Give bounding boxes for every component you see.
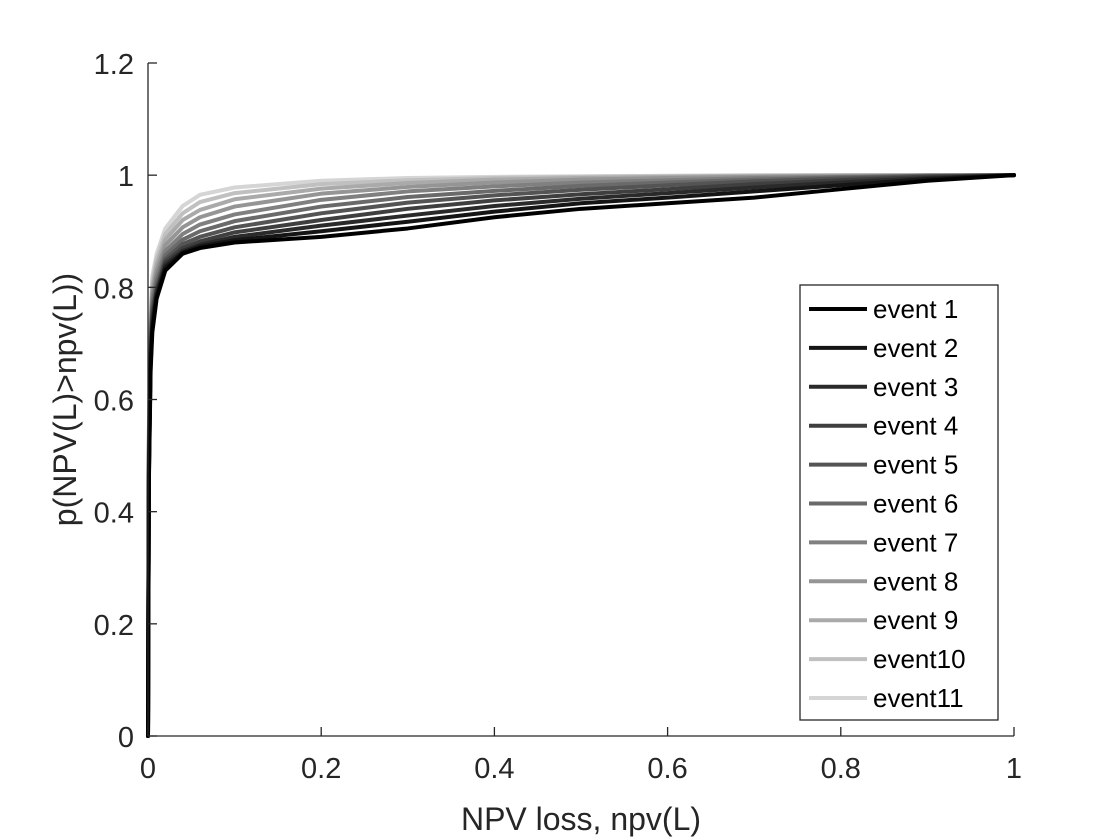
legend-label-11: event11 xyxy=(873,683,964,713)
y-axis-title: p(NPV(L)>npv(L)) xyxy=(47,273,83,526)
x-tick-label: 0 xyxy=(140,753,156,785)
legend-label-6: event 6 xyxy=(873,489,958,519)
y-tick-label: 0.6 xyxy=(94,386,134,418)
y-tick-label: 0 xyxy=(118,722,134,754)
x-tick-label: 0.2 xyxy=(301,753,341,785)
legend-label-1: event 1 xyxy=(873,294,958,324)
series-layer xyxy=(146,173,1016,738)
legend-items: event 1 event 2 event 3 event 4 event 5 event… xyxy=(809,294,966,713)
y-tick-label: 0.4 xyxy=(94,498,134,530)
legend-label-3: event 3 xyxy=(873,372,958,402)
y-tick-label: 1.2 xyxy=(94,49,134,81)
x-axis-ticks: 0 0.2 0.4 0.6 0.8 1 xyxy=(140,727,1022,785)
x-tick-label: 0.8 xyxy=(821,753,861,785)
x-tick-label: 0.4 xyxy=(474,753,514,785)
x-axis-title: NPV loss, npv(L) xyxy=(461,801,701,837)
legend-label-9: event 9 xyxy=(873,605,958,635)
legend-label-2: event 2 xyxy=(873,333,958,363)
legend-label-4: event 4 xyxy=(873,411,958,441)
y-tick-label: 1 xyxy=(118,161,134,193)
legend-label-8: event 8 xyxy=(873,566,958,596)
legend-label-7: event 7 xyxy=(873,527,958,557)
y-axis-ticks: 0 0.2 0.4 0.6 0.8 1 1.2 xyxy=(94,49,157,754)
y-tick-label: 0.2 xyxy=(94,610,134,642)
legend-label-5: event 5 xyxy=(873,450,958,480)
series-line-1 xyxy=(146,173,1016,738)
legend: event 1 event 2 event 3 event 4 event 5 event… xyxy=(799,284,999,721)
x-tick-label: 1 xyxy=(1006,753,1022,785)
x-tick-label: 0.6 xyxy=(647,753,687,785)
legend-label-10: event10 xyxy=(873,644,966,674)
y-tick-label: 0.8 xyxy=(94,273,134,305)
